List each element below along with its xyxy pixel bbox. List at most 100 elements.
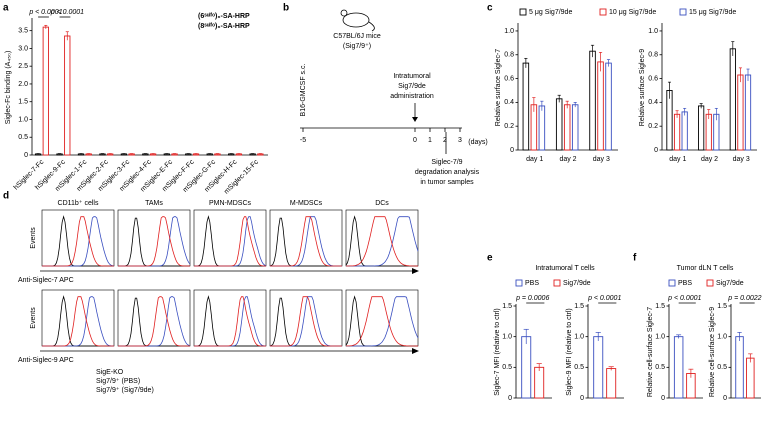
histogram-curve xyxy=(42,295,114,347)
y-axis-label: Relative surface Siglec-7 xyxy=(495,49,502,127)
panel-label: c xyxy=(487,3,493,14)
timeline-tick-label: -5 xyxy=(300,137,306,144)
y-tick-label: 0 xyxy=(510,147,514,154)
panel-label: e xyxy=(487,253,493,264)
histogram-curve xyxy=(42,216,114,267)
population-title: CD11b⁺ cells xyxy=(58,200,99,207)
bar xyxy=(606,368,617,399)
y-tick-label: 1.0 xyxy=(574,334,584,341)
y-axis-label: Relative cell-surface Siglec-9 xyxy=(709,307,716,397)
panel-label: b xyxy=(283,3,289,14)
y-tick-label: 0.5 xyxy=(18,134,28,141)
histogram-curve xyxy=(118,216,190,267)
p-value: p < 0.0001 xyxy=(50,9,84,16)
legend-swatch xyxy=(515,279,523,287)
mice-label: C57BL/6J mice xyxy=(333,33,381,40)
y-tick-label: 1.0 xyxy=(18,116,28,123)
y-tick-label: 1.0 xyxy=(648,28,658,35)
y-axis-label: Relative cell-surface Siglec-7 xyxy=(647,307,654,397)
y-tick-label: 0.5 xyxy=(717,364,727,371)
analysis-label: degradation analysis xyxy=(415,169,480,176)
histogram-curve xyxy=(42,215,114,267)
x-axis-label: Anti-Siglec-7 APC xyxy=(18,277,74,284)
y-tick-label: 0.4 xyxy=(504,99,514,106)
y-tick-label: 1.5 xyxy=(574,303,584,310)
bar xyxy=(538,105,546,151)
arrow-head xyxy=(412,348,419,354)
y-tick-label: 0.4 xyxy=(648,99,658,106)
implant-label: B16-GMCSF s.c. xyxy=(300,64,307,117)
y-tick-label: 1.0 xyxy=(655,334,665,341)
bar xyxy=(42,26,49,156)
y-axis-label: Siglec-Fc binding (A₄₅₀) xyxy=(5,51,12,125)
histogram-curve xyxy=(270,296,342,347)
legend-swatch xyxy=(599,8,607,16)
y-tick-label: 0.6 xyxy=(504,75,514,82)
bar xyxy=(673,336,684,399)
legend-label: 5 μg Sig7/9de xyxy=(529,9,572,16)
legend-label: Sig7/9⁺ (PBS) xyxy=(96,378,140,385)
population-title: DCs xyxy=(375,200,389,207)
histogram-curve xyxy=(346,216,419,267)
y-tick-label: 2.5 xyxy=(18,63,28,70)
legend-label: (6ˢᵘˡᶠᵒ)₆-SA-HRP xyxy=(198,13,250,20)
arrow-head xyxy=(412,268,419,274)
legend-label: 15 μg Sig7/9de xyxy=(689,9,736,16)
y-tick-label: 3.5 xyxy=(18,28,28,35)
y-tick-label: 3.0 xyxy=(18,45,28,52)
legend-label: Sig7/9de xyxy=(716,280,744,287)
bar xyxy=(555,98,563,151)
histogram-curve xyxy=(270,216,342,267)
timeline-tick-label: 3 xyxy=(458,137,462,144)
bar xyxy=(534,366,545,399)
y-tick-label: 1.5 xyxy=(717,303,727,310)
mouse-tail xyxy=(368,21,375,32)
analysis-label: in tumor samples xyxy=(420,179,474,186)
y-tick-label: 0.5 xyxy=(502,364,512,371)
bar xyxy=(522,62,530,151)
panel-label: d xyxy=(3,191,9,202)
legend-label: (8ˢᵘˡᶠᵒ)₆-SA-HRP xyxy=(198,23,250,30)
histogram-curve xyxy=(194,216,266,267)
histogram-frame xyxy=(345,209,419,267)
y-tick-label: 0 xyxy=(508,395,512,402)
bar xyxy=(705,113,712,151)
y-tick-label: 0.6 xyxy=(648,75,658,82)
legend-swatch xyxy=(679,8,687,16)
legend-label: 10 μg Sig7/9de xyxy=(609,9,656,16)
histogram-curve xyxy=(118,216,191,267)
mouse-body xyxy=(342,12,370,28)
arrow-head xyxy=(412,117,418,122)
y-tick-label: 0.5 xyxy=(655,364,665,371)
panel-title: Tumor dLN T cells xyxy=(677,265,734,272)
legend-label: PBS xyxy=(678,280,692,287)
bar xyxy=(737,74,744,151)
population-title: PMN-MDSCs xyxy=(209,200,251,207)
treatment-label: Sig7/9de xyxy=(398,83,426,90)
bar xyxy=(589,50,596,151)
mouse-ear xyxy=(340,9,348,17)
bar xyxy=(593,336,604,399)
histogram-frame xyxy=(117,209,191,267)
y-tick-label: 1.0 xyxy=(504,28,514,35)
histogram-curve xyxy=(345,296,418,347)
histogram-curve xyxy=(118,217,190,267)
mouse-icon xyxy=(340,9,375,32)
histogram-frame xyxy=(117,289,191,347)
y-tick-label: 1.5 xyxy=(502,303,512,310)
histogram-curve xyxy=(270,296,342,347)
histogram-curve xyxy=(42,296,114,347)
y-tick-label: 0.2 xyxy=(648,123,658,130)
x-tick-label: day 2 xyxy=(701,156,718,163)
bar xyxy=(597,61,604,151)
histogram-frame xyxy=(41,209,115,267)
timeline-unit: (days) xyxy=(468,139,487,146)
legend-label: Sig7/9⁺ (Sig7/9de) xyxy=(96,387,154,394)
histogram-curve xyxy=(118,296,190,347)
p-value: p = 0.0022 xyxy=(727,295,761,302)
histogram-curve xyxy=(194,296,266,347)
y-tick-label: 0 xyxy=(24,152,28,159)
bar xyxy=(735,336,744,399)
p-value: p < 0.0001 xyxy=(667,295,701,302)
